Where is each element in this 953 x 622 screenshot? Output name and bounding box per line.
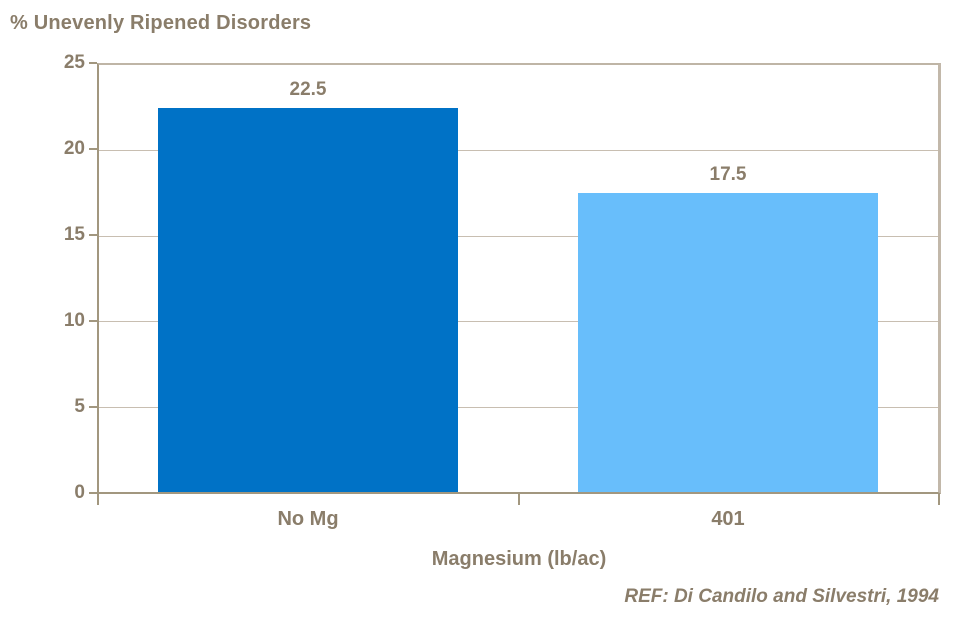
chart-title: % Unevenly Ripened Disorders [10, 12, 312, 34]
y-axis-label-5: 5 [74, 396, 85, 417]
y-axis-label-10: 10 [63, 310, 85, 331]
reference-note: REF: Di Candilo and Silvestri, 1994 [624, 586, 939, 607]
y-axis-label-0: 0 [74, 482, 85, 503]
y-axis-tick-0 [89, 492, 97, 494]
x-category-label-401: 401 [711, 508, 745, 530]
y-axis-label-25: 25 [63, 52, 85, 73]
y-axis-tick-15 [89, 234, 97, 236]
bar-value-label-401: 17.5 [709, 164, 747, 186]
gridline-5 [99, 406, 938, 408]
y-axis-tick-5 [89, 406, 97, 408]
bar-value-label-no-mg: 22.5 [289, 78, 327, 100]
y-axis-label-20: 20 [63, 138, 85, 159]
plot-area: 22.5 17.5 [97, 63, 941, 494]
x-axis-tick-left [97, 493, 99, 505]
y-axis-tick-20 [89, 148, 97, 150]
y-axis-tick-25 [89, 62, 97, 64]
y-axis-tick-10 [89, 320, 97, 322]
x-category-label-no-mg: No Mg [277, 508, 339, 530]
bar-no-mg [158, 107, 458, 492]
gridline-10 [99, 321, 938, 323]
x-axis-tick-middle [518, 493, 520, 505]
y-axis-label-15: 15 [63, 224, 85, 245]
bar-401 [578, 193, 878, 492]
x-axis-title: Magnesium (lb/ac) [431, 548, 607, 570]
gridline-15 [99, 235, 938, 237]
gridline-20 [99, 150, 938, 152]
x-axis-tick-right [938, 493, 940, 505]
